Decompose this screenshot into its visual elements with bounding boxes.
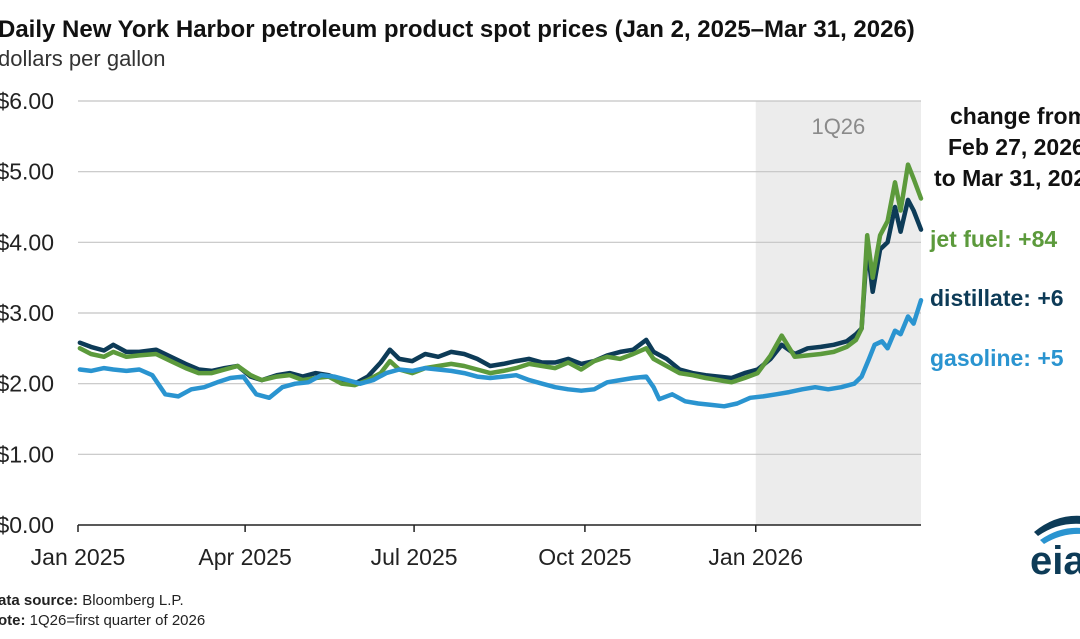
data-source-note: ata source: Bloomberg L.P.: [0, 592, 184, 609]
data-source-value: Bloomberg L.P.: [78, 592, 184, 609]
series-line-jet-fuel: [77, 162, 924, 388]
change-header-line-2: Feb 27, 2026: [948, 134, 1080, 160]
x-tick-label-3: Oct 2025: [538, 544, 631, 570]
jet-fuel-change-label: jet fuel: +84: [929, 226, 1057, 252]
y-axis-tick-labels: $0.00 $1.00 $2.00 $3.00 $4.00 $5.00 $6.00: [0, 88, 54, 538]
series-lines: [77, 162, 924, 409]
eia-logo: eia: [1030, 515, 1080, 583]
footnote: ote: 1Q26=first quarter of 2026: [0, 612, 205, 629]
y-tick-label-0: $0.00: [0, 512, 54, 538]
footnote-label: ote:: [0, 612, 26, 629]
data-source-label: ata source:: [0, 592, 78, 609]
change-annotation: change from Feb 27, 2026 to Mar 31, 2026…: [929, 103, 1080, 371]
x-tick-label-0: Jan 2025: [31, 544, 126, 570]
distillate-change-label: distillate: +6: [930, 285, 1064, 311]
y-tick-label-4: $4.00: [0, 229, 54, 255]
eia-logo-swoosh-dark: [1034, 515, 1080, 536]
eia-logo-text: eia: [1030, 539, 1080, 583]
shaded-region-label: 1Q26: [811, 114, 865, 139]
y-tick-label-1: $1.00: [0, 441, 54, 467]
eia-logo-swoosh-light: [1040, 527, 1080, 544]
y-tick-label-6: $6.00: [0, 88, 54, 114]
gasoline-change-label: gasoline: +5: [930, 345, 1064, 371]
chart-subtitle: dollars per gallon: [0, 46, 166, 71]
y-tick-label-5: $5.00: [0, 159, 54, 185]
footnote-value: 1Q26=first quarter of 2026: [26, 612, 206, 629]
y-tick-label-2: $2.00: [0, 371, 54, 397]
chart-title: Daily New York Harbor petroleum product …: [0, 16, 915, 43]
y-tick-label-3: $3.00: [0, 300, 54, 326]
x-tick-label-2: Jul 2025: [371, 544, 458, 570]
plot-area: 1Q26 $0.00 $1.00 $2.00 $3.00 $4.00 $5.00 $6.00…: [0, 88, 924, 570]
x-tick-label-1: Apr 2025: [198, 544, 291, 570]
change-header-line-3: to Mar 31, 2026: [934, 165, 1080, 191]
x-axis: Jan 2025 Apr 2025 Jul 2025 Oct 2025 Jan 2026: [31, 524, 921, 570]
change-header-line-1: change from: [950, 103, 1080, 129]
series-line-gasoline: [77, 298, 924, 409]
footer: ata source: Bloomberg L.P. ote: 1Q26=fir…: [0, 592, 205, 629]
x-tick-label-4: Jan 2026: [708, 544, 803, 570]
